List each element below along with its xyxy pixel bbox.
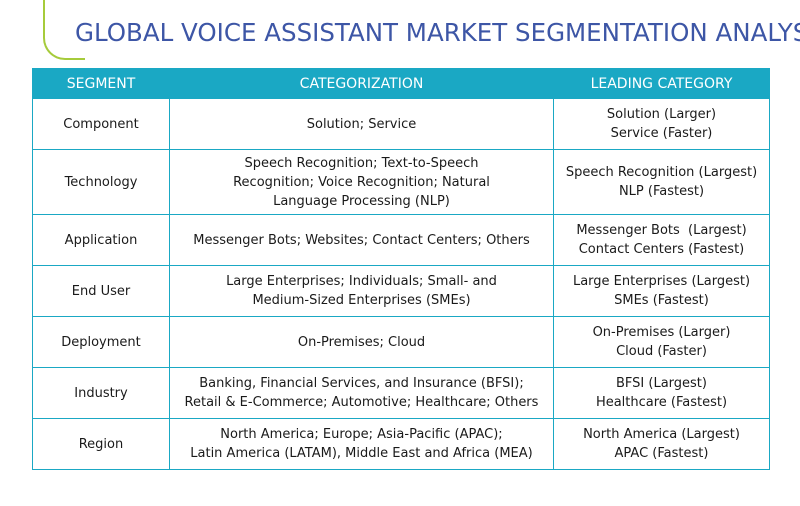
table-header-row: SEGMENT CATEGORIZATION LEADING CATEGORY: [32, 68, 770, 99]
categorization-line: Latin America (LATAM), Middle East and A…: [190, 446, 533, 461]
categorization-line: On-Premises; Cloud: [297, 334, 426, 350]
segment-cell: Component: [32, 98, 170, 150]
categorization-cell: On-Premises; Cloud: [169, 316, 554, 368]
categorization-line: Banking, Financial Services, and Insuran…: [199, 376, 524, 391]
leading-line: Solution (Larger): [606, 107, 717, 122]
categorization-cell: Large Enterprises; Individuals; Small- a…: [169, 265, 554, 317]
title-accent-line: [43, 0, 85, 60]
page-title: GLOBAL VOICE ASSISTANT MARKET SEGMENTATI…: [75, 18, 800, 47]
segment-cell: End User: [32, 265, 170, 317]
table-row: Region North America; Europe; Asia-Pacif…: [32, 418, 770, 470]
leading-line: Speech Recognition (Largest): [565, 165, 758, 180]
categorization-cell: Solution; Service: [169, 98, 554, 150]
leading-line: APAC (Fastest): [614, 446, 709, 461]
categorization-line: Solution; Service: [306, 116, 417, 132]
segment-cell: Application: [32, 214, 170, 266]
categorization-cell: Messenger Bots; Websites; Contact Center…: [169, 214, 554, 266]
leading-line: Healthcare (Fastest): [595, 395, 728, 410]
leading-cell: Large Enterprises (Largest) SMEs (Fastes…: [553, 265, 770, 317]
table-row: End User Large Enterprises; Individuals;…: [32, 265, 770, 317]
leading-line: Large Enterprises (Largest): [572, 274, 751, 289]
segment-cell: Deployment: [32, 316, 170, 368]
header-categorization: CATEGORIZATION: [169, 68, 554, 99]
segment-cell: Region: [32, 418, 170, 470]
categorization-line: Language Processing (NLP): [273, 193, 450, 209]
leading-line: NLP (Fastest): [618, 184, 705, 199]
categorization-line: Retail & E-Commerce; Automotive; Healthc…: [184, 395, 539, 410]
segment-cell: Technology: [32, 149, 170, 215]
table-row: Component Solution; Service Solution (La…: [32, 98, 770, 150]
leading-line: Service (Faster): [610, 126, 713, 141]
leading-line: BFSI (Largest): [616, 376, 707, 391]
leading-line: Contact Centers (Fastest): [578, 242, 745, 257]
leading-cell: North America (Largest) APAC (Fastest): [553, 418, 770, 470]
leading-line: Messenger Bots (Largest): [576, 223, 747, 238]
leading-cell: On-Premises (Larger) Cloud (Faster): [553, 316, 770, 368]
table-row: Application Messenger Bots; Websites; Co…: [32, 214, 770, 266]
leading-cell: Messenger Bots (Largest) Contact Centers…: [553, 214, 770, 266]
leading-line: North America (Largest): [583, 427, 740, 442]
categorization-line: North America; Europe; Asia-Pacific (APA…: [220, 427, 503, 442]
categorization-cell: North America; Europe; Asia-Pacific (APA…: [169, 418, 554, 470]
categorization-line: Speech Recognition; Text-to-Speech: [244, 155, 479, 171]
categorization-line: Medium-Sized Enterprises (SMEs): [252, 293, 471, 308]
table-row: Deployment On-Premises; Cloud On-Premise…: [32, 316, 770, 368]
categorization-line: Large Enterprises; Individuals; Small- a…: [226, 274, 497, 289]
header-leading-category: LEADING CATEGORY: [553, 68, 770, 99]
leading-line: Cloud (Faster): [616, 344, 707, 359]
leading-cell: Solution (Larger) Service (Faster): [553, 98, 770, 150]
categorization-line: Messenger Bots; Websites; Contact Center…: [193, 232, 530, 248]
table-row: Technology Speech Recognition; Text-to-S…: [32, 149, 770, 215]
segment-cell: Industry: [32, 367, 170, 419]
segmentation-table: SEGMENT CATEGORIZATION LEADING CATEGORY …: [32, 68, 770, 470]
header-segment: SEGMENT: [32, 68, 170, 99]
leading-cell: BFSI (Largest) Healthcare (Fastest): [553, 367, 770, 419]
categorization-cell: Speech Recognition; Text-to-Speech Recog…: [169, 149, 554, 215]
leading-cell: Speech Recognition (Largest) NLP (Fastes…: [553, 149, 770, 215]
leading-line: On-Premises (Larger): [592, 325, 731, 340]
categorization-cell: Banking, Financial Services, and Insuran…: [169, 367, 554, 419]
categorization-line: Recognition; Voice Recognition; Natural: [233, 174, 490, 190]
leading-line: SMEs (Fastest): [614, 293, 709, 308]
table-row: Industry Banking, Financial Services, an…: [32, 367, 770, 419]
